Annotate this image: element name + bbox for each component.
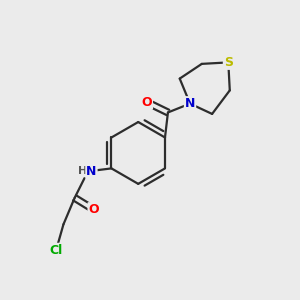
Text: O: O xyxy=(141,96,152,109)
Text: N: N xyxy=(86,165,97,178)
Text: S: S xyxy=(224,56,233,69)
Text: N: N xyxy=(185,97,195,110)
Text: H: H xyxy=(78,166,87,176)
Text: Cl: Cl xyxy=(50,244,63,257)
Text: O: O xyxy=(88,203,99,216)
